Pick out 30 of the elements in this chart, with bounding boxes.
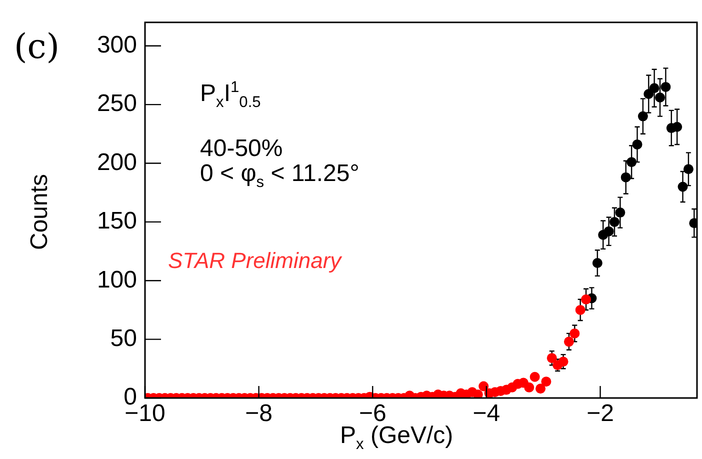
y-tick-label: 150 [96, 208, 137, 235]
point [592, 258, 602, 268]
y-tick-label: 50 [110, 324, 137, 352]
point [620, 172, 631, 182]
y-tick-label: 100 [96, 266, 137, 294]
point [683, 164, 694, 174]
y-tick-label: 250 [96, 90, 137, 118]
annotation: 0 < φ$_{s}$ < 11.25° [200, 160, 360, 191]
annotation: 40-50% [200, 135, 283, 162]
x-tick-label: −4 [472, 400, 500, 428]
annotation: STAR Preliminary [168, 248, 342, 273]
point [626, 157, 637, 168]
y-tick-label: 200 [96, 148, 137, 176]
text: (c) [14, 27, 60, 67]
point [644, 89, 654, 99]
point [604, 226, 614, 236]
point [672, 122, 682, 132]
point [678, 182, 688, 192]
point [615, 208, 626, 218]
x-axis-title: P$_{x}$ (GeV/c) [340, 422, 454, 453]
x-tick-label: −2 [586, 400, 614, 428]
point [632, 139, 642, 150]
point [649, 83, 660, 94]
point [655, 92, 666, 103]
point [638, 111, 648, 122]
y-axis-title: Counts [26, 174, 53, 250]
x-tick-label: −8 [245, 400, 272, 428]
point [609, 216, 620, 227]
y-tick-label: 300 [96, 32, 137, 58]
point [660, 82, 671, 92]
